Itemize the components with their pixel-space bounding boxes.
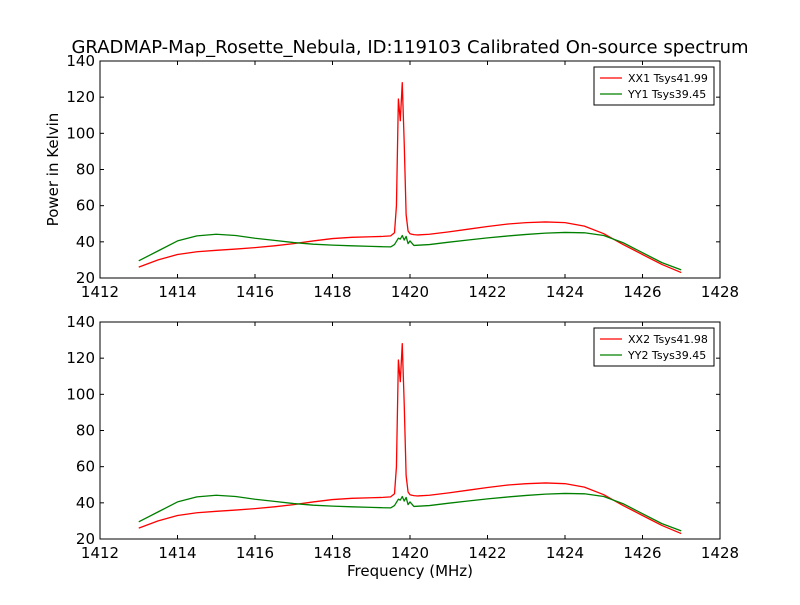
y-tick-label: 100: [66, 124, 95, 142]
x-tick-label: 1428: [701, 544, 739, 562]
y-tick-label: 40: [76, 233, 95, 251]
x-tick-label: 1414: [158, 283, 196, 301]
y-tick-label: 80: [76, 422, 95, 440]
x-tick-label: 1426: [623, 544, 661, 562]
x-tick-label: 1414: [158, 544, 196, 562]
y-tick-label: 20: [76, 269, 95, 287]
x-tick-label: 1428: [701, 283, 739, 301]
x-tick-label: 1424: [546, 544, 584, 562]
legend: XX1 Tsys41.99 YY1 Tsys39.45: [593, 66, 715, 106]
y-tick-label: 60: [76, 458, 95, 476]
x-tick-label: 1418: [313, 283, 351, 301]
x-tick-label: 1426: [623, 283, 661, 301]
y-tick-label: 60: [76, 197, 95, 215]
y-tick-label: 120: [66, 88, 95, 106]
y-tick-label: 40: [76, 494, 95, 512]
x-tick-label: 1418: [313, 544, 351, 562]
x-tick-label: 1422: [468, 283, 506, 301]
legend-box: [593, 327, 715, 367]
series-line-yy: [138, 231, 682, 271]
x-tick-label: 1422: [468, 544, 506, 562]
series-line-yy: [138, 492, 682, 532]
x-tick-label: 1424: [546, 283, 584, 301]
x-tick-label: 1416: [236, 283, 274, 301]
legend-box: [593, 66, 715, 106]
legend-entry-label: YY2 Tsys39.45: [627, 349, 706, 362]
y-tick-label: 120: [66, 349, 95, 367]
top-spectrum-panel: 1412 1414 1416 1418 1420 1422 1424 1426 1428 20 40…: [44, 52, 739, 301]
y-tick-label: 80: [76, 161, 95, 179]
series-line-xx: [138, 343, 682, 535]
y-tick-label: 100: [66, 385, 95, 403]
bottom-spectrum-panel: 1412 1414 1416 1418 1420 1422 1424 1426 1428 20 40…: [66, 313, 739, 580]
x-tick-label: 1420: [391, 544, 429, 562]
x-tick-label: 1412: [81, 283, 119, 301]
y-tick-label: 140: [66, 313, 95, 331]
legend-entry-label: XX2 Tsys41.98: [628, 333, 708, 346]
x-axis-label: Frequency (MHz): [347, 562, 473, 580]
x-tick-label: 1420: [391, 283, 429, 301]
x-tick-label: 1416: [236, 544, 274, 562]
legend-entry-label: XX1 Tsys41.99: [628, 72, 708, 85]
y-tick-label: 20: [76, 530, 95, 548]
y-axis-label: Power in Kelvin: [44, 113, 62, 227]
legend-entry-label: YY1 Tsys39.45: [627, 88, 706, 101]
figure-title: GRADMAP-Map_Rosette_Nebula, ID:119103 Ca…: [71, 37, 748, 58]
y-tick-label: 140: [66, 52, 95, 70]
series-line-xx: [138, 82, 682, 274]
x-tick-label: 1412: [81, 544, 119, 562]
legend: XX2 Tsys41.98 YY2 Tsys39.45: [593, 327, 715, 367]
